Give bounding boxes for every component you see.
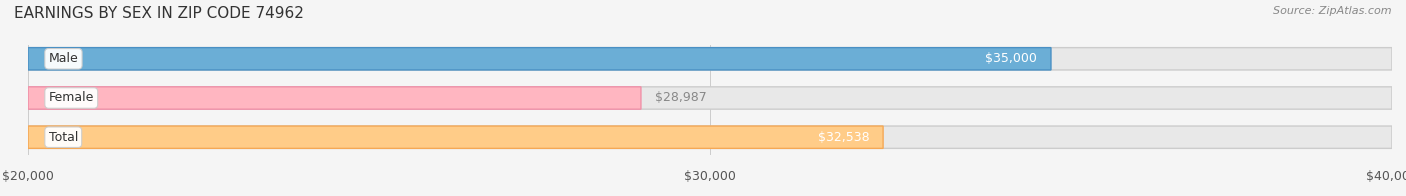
Text: $32,538: $32,538 <box>818 131 869 144</box>
Text: $28,987: $28,987 <box>655 92 706 104</box>
FancyBboxPatch shape <box>28 48 1052 70</box>
FancyBboxPatch shape <box>28 87 1392 109</box>
Text: Female: Female <box>49 92 94 104</box>
FancyBboxPatch shape <box>28 48 1392 70</box>
FancyBboxPatch shape <box>28 87 641 109</box>
FancyBboxPatch shape <box>28 126 883 148</box>
Text: Total: Total <box>49 131 77 144</box>
Text: $35,000: $35,000 <box>986 52 1038 65</box>
Text: Source: ZipAtlas.com: Source: ZipAtlas.com <box>1274 6 1392 16</box>
Text: EARNINGS BY SEX IN ZIP CODE 74962: EARNINGS BY SEX IN ZIP CODE 74962 <box>14 6 304 21</box>
Text: Male: Male <box>49 52 79 65</box>
FancyBboxPatch shape <box>28 126 1392 148</box>
